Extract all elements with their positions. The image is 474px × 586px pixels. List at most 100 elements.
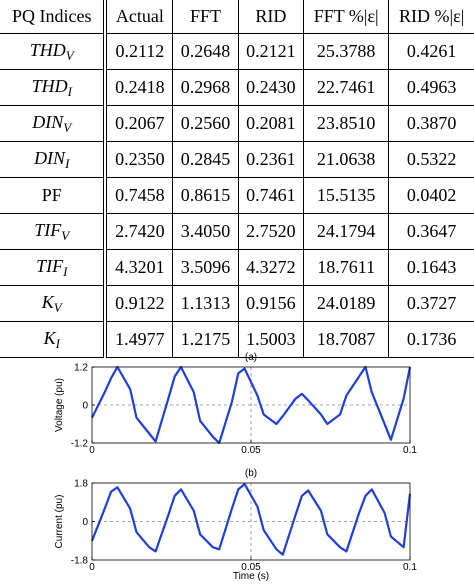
table-cell: 0.1736 bbox=[388, 321, 474, 358]
table-cell: 23.8510 bbox=[302, 105, 390, 142]
table-cell: 0.3647 bbox=[388, 213, 474, 250]
row-index-name: DINI bbox=[0, 141, 108, 178]
series-line bbox=[90, 483, 412, 556]
row-index-name: PF bbox=[0, 177, 108, 214]
table-cell: 0.4261 bbox=[388, 33, 474, 70]
header-pq-indices: PQ Indices bbox=[0, 0, 108, 34]
table-cell: 0.4963 bbox=[388, 69, 474, 106]
y-tick-label: -1.2 bbox=[71, 439, 89, 450]
table-row: TIFI 4.3201 3.5096 4.3272 18.7611 0.1643 bbox=[0, 249, 474, 286]
index-symbol: TIF bbox=[36, 255, 64, 276]
table-cell: 0.2081 bbox=[237, 105, 305, 142]
table-cell: 0.2430 bbox=[237, 69, 305, 106]
index-subscript: V bbox=[53, 299, 62, 315]
table-cell: 15.5135 bbox=[302, 177, 390, 214]
table-cell: 0.2121 bbox=[237, 33, 305, 70]
index-symbol: TIF bbox=[34, 219, 62, 240]
y-tick-label: 1.2 bbox=[74, 363, 88, 374]
table-cell: 2.7420 bbox=[104, 213, 174, 250]
x-tick-label: 0.1 bbox=[403, 562, 417, 573]
header-fft: FFT bbox=[172, 0, 239, 34]
table-row: THDV 0.2112 0.2648 0.2121 25.3788 0.4261 bbox=[0, 33, 474, 70]
table-cell: 0.2648 bbox=[172, 33, 239, 70]
index-symbol: K bbox=[43, 327, 56, 348]
header-fft-error: FFT %|ε| bbox=[302, 0, 390, 34]
table-row: KV 0.9122 1.1313 0.9156 24.0189 0.3727 bbox=[0, 285, 474, 322]
index-symbol: PF bbox=[41, 185, 62, 205]
row-index-name: TIFI bbox=[0, 249, 108, 286]
table-cell: 0.5322 bbox=[388, 141, 474, 178]
row-index-name: THDV bbox=[0, 33, 108, 70]
series-line bbox=[91, 365, 412, 445]
table-cell: 0.2968 bbox=[172, 69, 239, 106]
y-axis-label: Voltage (pu) bbox=[54, 378, 65, 432]
y-tick-label: 0 bbox=[82, 401, 88, 412]
table-cell: 4.3201 bbox=[104, 249, 174, 286]
table-row: TIFV 2.7420 3.4050 2.7520 24.1794 0.3647 bbox=[0, 213, 474, 250]
table-cell: 2.7520 bbox=[237, 213, 305, 250]
x-tick-label: 0 bbox=[89, 562, 95, 573]
index-symbol: THD bbox=[29, 39, 66, 60]
index-subscript: I bbox=[67, 83, 72, 99]
table-cell: 0.2112 bbox=[104, 33, 174, 70]
table-cell: 0.2350 bbox=[104, 141, 174, 178]
x-tick-label: 0 bbox=[89, 445, 95, 456]
table-cell: 22.7461 bbox=[302, 69, 390, 106]
table-row: DINV 0.2067 0.2560 0.2081 23.8510 0.3870 bbox=[0, 105, 474, 142]
x-tick-label: 0.1 bbox=[403, 445, 417, 456]
table-cell: 3.5096 bbox=[172, 249, 239, 286]
table-row: DINI 0.2350 0.2845 0.2361 21.0638 0.5322 bbox=[0, 141, 474, 178]
table-cell: 0.0402 bbox=[388, 177, 474, 214]
y-axis-label: Current (pu) bbox=[54, 495, 65, 549]
table-cell: 0.2845 bbox=[172, 141, 239, 178]
index-subscript: I bbox=[63, 263, 68, 279]
pq-indices-table: PQ Indices Actual FFT RID FFT %|ε| RID %… bbox=[0, 0, 474, 358]
table-cell: 0.7458 bbox=[104, 177, 174, 214]
table-cell: 1.4977 bbox=[104, 321, 174, 358]
table-cell: 25.3788 bbox=[302, 33, 390, 70]
header-rid-error: RID %|ε| bbox=[388, 0, 474, 34]
table-row: KI 1.4977 1.2175 1.5003 18.7087 0.1736 bbox=[0, 321, 474, 358]
pq-indices-table-container: PQ Indices Actual FFT RID FFT %|ε| RID %… bbox=[0, 0, 474, 358]
table-cell: 4.3272 bbox=[237, 249, 305, 286]
header-actual: Actual bbox=[104, 0, 174, 34]
table-cell: 0.9122 bbox=[104, 285, 174, 322]
table-cell: 0.1643 bbox=[388, 249, 474, 286]
table-cell: 21.0638 bbox=[302, 141, 390, 178]
table-cell: 18.7087 bbox=[302, 321, 390, 358]
y-tick-label: -1.8 bbox=[71, 556, 89, 567]
table-header-row: PQ Indices Actual FFT RID FFT %|ε| RID %… bbox=[0, 0, 474, 34]
index-symbol: THD bbox=[31, 75, 68, 96]
subplot-title: (a) bbox=[245, 352, 257, 363]
table-cell: 0.2067 bbox=[104, 105, 174, 142]
table-cell: 0.3727 bbox=[388, 285, 474, 322]
table-cell: 1.1313 bbox=[172, 285, 239, 322]
table-cell: 1.2175 bbox=[172, 321, 239, 358]
table-cell: 0.2560 bbox=[172, 105, 239, 142]
table-cell: 0.9156 bbox=[237, 285, 305, 322]
row-index-name: THDI bbox=[0, 69, 108, 106]
table-cell: 24.1794 bbox=[302, 213, 390, 250]
table-cell: 0.7461 bbox=[237, 177, 305, 214]
row-index-name: DINV bbox=[0, 105, 108, 142]
index-symbol: DIN bbox=[34, 147, 66, 168]
table-body: THDV 0.2112 0.2648 0.2121 25.3788 0.4261 THDI 0… bbox=[0, 33, 474, 358]
row-index-name: KV bbox=[0, 285, 108, 322]
index-subscript: V bbox=[61, 227, 70, 243]
subplot-title: (b) bbox=[245, 468, 257, 479]
index-subscript: I bbox=[65, 155, 70, 171]
table-cell: 0.2418 bbox=[104, 69, 174, 106]
index-subscript: V bbox=[63, 119, 72, 135]
table-row: PF 0.7458 0.8615 0.7461 15.5135 0.0402 bbox=[0, 177, 474, 214]
row-index-name: KI bbox=[0, 321, 108, 358]
table-cell: 18.7611 bbox=[302, 249, 390, 286]
index-symbol: DIN bbox=[32, 111, 64, 132]
index-subscript: V bbox=[65, 47, 74, 63]
table-cell: 0.3870 bbox=[388, 105, 474, 142]
x-axis-label: Time (s) bbox=[233, 571, 269, 582]
table-cell: 0.2361 bbox=[237, 141, 305, 178]
x-tick-label: 0.05 bbox=[241, 562, 261, 573]
